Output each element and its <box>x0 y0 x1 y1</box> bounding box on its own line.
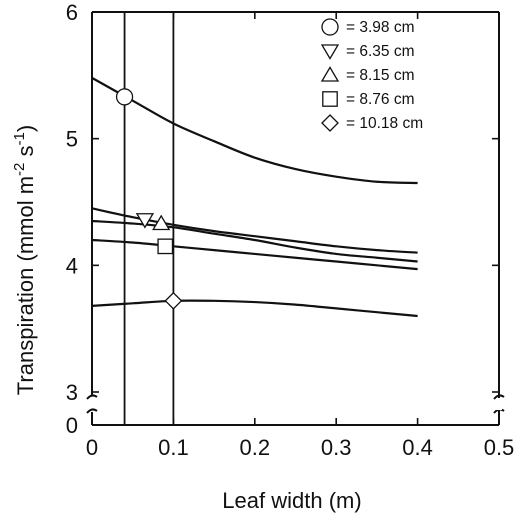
data-point-diamond <box>164 291 183 310</box>
legend-label: = 6.35 cm <box>346 43 415 60</box>
data-point-triangle-up <box>152 214 171 231</box>
y-axis-title: Transpiration (mmol m-2 s-1) <box>11 125 38 395</box>
legend-item-circle: = 3.98 cm <box>321 18 415 36</box>
axis-break-mark-left-top <box>86 394 98 400</box>
data-point-circle <box>115 88 134 106</box>
x-tick-label: 0 <box>86 435 98 460</box>
legend-marker-square <box>322 91 338 107</box>
series-curves <box>91 76 418 318</box>
axes <box>86 11 505 426</box>
legend-label: = 10.18 cm <box>346 115 423 132</box>
x-tick-label: 0.5 <box>484 435 515 460</box>
legend-label: = 3.98 cm <box>346 19 415 36</box>
axis-break-mark-left-bottom <box>86 408 98 414</box>
x-tick-label: 0.4 <box>402 435 433 460</box>
legend-item-triangle-down: = 6.35 cm <box>320 43 415 60</box>
legend-marker-circle <box>321 18 339 36</box>
legend-label: = 8.76 cm <box>346 91 415 108</box>
y-title-exp2: -1 <box>11 132 28 145</box>
y-title-middle: s <box>13 145 38 162</box>
x-axis-title: Leaf width (m) <box>222 488 361 513</box>
legend-item-triangle-up: = 8.15 cm <box>320 66 415 84</box>
x-tick-label: 0.3 <box>321 435 352 460</box>
y-ticks: 3 4 5 6 0 <box>66 0 499 438</box>
legend-label: = 8.15 cm <box>346 67 415 84</box>
data-point-triangle-down <box>135 213 155 229</box>
legend: = 3.98 cm = 6.35 cm = 8.15 cm = 8.76 cm = 10… <box>320 18 423 132</box>
series-line-square <box>91 238 418 271</box>
data-point-square <box>157 238 174 255</box>
y-title-exp1: -2 <box>11 163 28 176</box>
y-tick-label: 6 <box>66 0 78 25</box>
legend-marker-triangle-up <box>320 66 340 82</box>
series-line-circle <box>91 76 418 185</box>
legend-item-diamond: = 10.18 cm <box>321 114 423 132</box>
y-title-suffix: ) <box>13 125 38 132</box>
y-tick-label: 5 <box>66 127 78 152</box>
series-line-triangle-up <box>91 219 418 263</box>
x-ticks: 0 0.1 0.2 0.3 0.4 0.5 <box>86 12 514 460</box>
y-tick-label: 3 <box>66 380 78 405</box>
y-title-prefix: Transpiration (mmol m <box>13 176 38 395</box>
legend-item-square: = 8.76 cm <box>322 91 415 108</box>
y-tick-label-zero: 0 <box>66 413 78 438</box>
reference-lines <box>123 12 175 425</box>
series-line-diamond <box>91 299 418 318</box>
legend-marker-triangle-down <box>320 44 340 60</box>
x-tick-label: 0.2 <box>240 435 271 460</box>
axis-break-mark-right-top <box>493 394 505 400</box>
y-tick-label: 4 <box>66 253 78 278</box>
series-markers <box>115 88 183 310</box>
x-tick-label: 0.1 <box>158 435 189 460</box>
legend-marker-diamond <box>321 114 339 132</box>
right-axis-break-gap <box>496 398 502 410</box>
